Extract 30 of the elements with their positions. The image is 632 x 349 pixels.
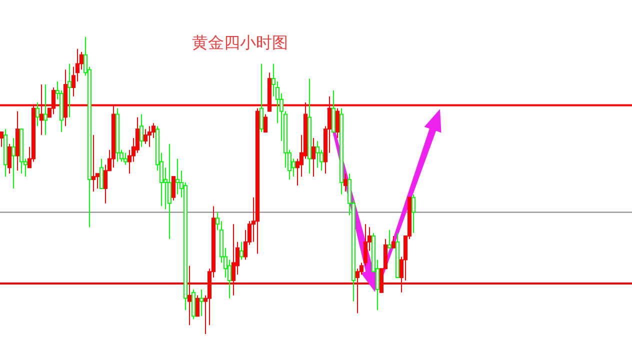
candlestick	[336, 108, 340, 138]
candlestick	[140, 114, 144, 148]
candlestick	[8, 143, 12, 174]
candlestick	[200, 288, 204, 317]
candlestick	[264, 114, 268, 133]
candlestick	[168, 143, 172, 240]
candlestick	[100, 158, 104, 189]
candlestick	[388, 230, 392, 248]
candlestick	[392, 235, 396, 248]
candlestick	[316, 140, 320, 168]
candlestick	[148, 126, 152, 148]
candlestick	[172, 176, 176, 201]
candlestick	[332, 90, 336, 133]
candlestick	[0, 132, 4, 148]
candlestick	[176, 158, 180, 195]
candlestick	[144, 128, 148, 144]
candlestick	[344, 173, 348, 192]
candlestick	[68, 63, 72, 118]
candlestick	[412, 194, 416, 234]
candlestick	[192, 288, 196, 320]
candlestick	[260, 63, 264, 133]
candlestick	[196, 294, 200, 317]
candlestick	[44, 84, 48, 136]
candlestick	[312, 137, 316, 178]
candlestick	[124, 152, 128, 166]
candlestick	[92, 134, 96, 192]
candlestick	[36, 102, 40, 127]
title: 黄金四小时图	[192, 33, 288, 52]
candlestick	[12, 137, 16, 189]
candlestick	[240, 241, 244, 260]
